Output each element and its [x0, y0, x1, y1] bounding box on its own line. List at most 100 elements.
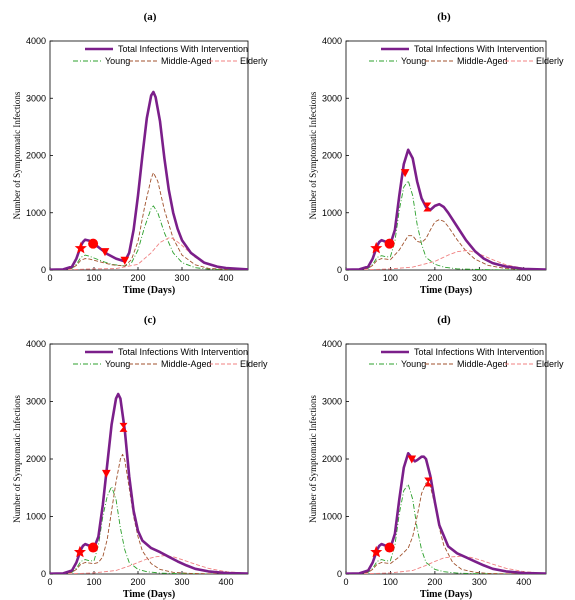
- y-axis-label: Number of Symptomatic Infections: [12, 91, 22, 219]
- intervention-star-marker: [73, 545, 87, 558]
- x-axis-label: Time (Days): [123, 285, 175, 296]
- y-tick-label: 3000: [322, 93, 342, 103]
- intervention-star-marker: [74, 241, 87, 254]
- series-line-middle-aged: [346, 219, 546, 270]
- y-tick-label: 2000: [26, 151, 46, 161]
- legend-label-young: Young: [105, 359, 130, 369]
- x-tick-label: 300: [472, 273, 487, 283]
- y-tick-label: 4000: [26, 36, 46, 46]
- legend-label-elderly: Elderly: [536, 359, 564, 369]
- y-tick-label: 2000: [322, 454, 342, 464]
- legend: Total Infections With Intervention Young M…: [369, 347, 564, 369]
- y-tick-label: 3000: [322, 397, 342, 407]
- intervention-circle-marker: [88, 542, 99, 553]
- y-tick-label: 1000: [322, 208, 342, 218]
- panel-title: (b): [437, 11, 451, 23]
- x-tick-label: 300: [472, 577, 487, 587]
- x-axis-label: Time (Days): [420, 589, 472, 600]
- series-line-total-infections-with-intervention: [346, 148, 546, 270]
- y-tick-label: 4000: [322, 36, 342, 46]
- chart-panel: (b) 0 1000 2000 3000 4000 0 100 200 300 400 Time (D…: [308, 11, 564, 296]
- y-tick-label: 4000: [26, 339, 46, 349]
- x-axis-label: Time (Days): [123, 589, 175, 600]
- x-tick-label: 400: [516, 273, 531, 283]
- x-tick-label: 200: [130, 577, 145, 587]
- x-tick-label: 0: [47, 273, 52, 283]
- intervention-circle-marker: [88, 238, 99, 249]
- legend-label-middle-aged: Middle-Aged: [161, 56, 212, 66]
- y-tick-label: 1000: [26, 512, 46, 522]
- series-line-elderly: [346, 555, 546, 574]
- x-tick-label: 0: [343, 577, 348, 587]
- plot-frame: [49, 343, 249, 575]
- series-line-elderly: [50, 555, 248, 574]
- x-tick-label: 100: [86, 577, 101, 587]
- legend-label-middle-aged: Middle-Aged: [457, 56, 508, 66]
- intervention-circle-marker: [384, 238, 395, 249]
- y-tick-label: 3000: [26, 397, 46, 407]
- x-axis-label: Time (Days): [420, 285, 472, 296]
- series-line-elderly: [346, 250, 546, 270]
- legend: Total Infections With Intervention Young M…: [369, 44, 564, 66]
- x-tick-label: 200: [427, 273, 442, 283]
- legend-label-middle-aged: Middle-Aged: [457, 359, 508, 369]
- series-line-middle-aged: [50, 453, 248, 574]
- series-line-young: [50, 205, 248, 270]
- intervention-circle-marker: [384, 542, 395, 553]
- series-line-young: [346, 483, 546, 574]
- panel-title: (a): [144, 11, 157, 23]
- x-tick-label: 300: [174, 577, 189, 587]
- y-tick-label: 4000: [322, 339, 342, 349]
- y-tick-label: 0: [41, 569, 46, 579]
- intervention-triangle-marker: [400, 169, 410, 178]
- legend: Total Infections With Intervention Young M…: [73, 44, 268, 66]
- x-tick-label: 300: [174, 273, 189, 283]
- intervention-triangle-marker: [407, 455, 417, 464]
- legend-label-total: Total Infections With Intervention: [414, 347, 544, 357]
- legend: Total Infections With Intervention Young M…: [73, 347, 268, 369]
- legend-label-elderly: Elderly: [536, 56, 564, 66]
- intervention-triangle-marker: [120, 256, 130, 265]
- series-line-total-infections-with-intervention: [50, 90, 248, 270]
- series-line-middle-aged: [346, 481, 546, 574]
- legend-label-total: Total Infections With Intervention: [118, 347, 248, 357]
- y-tick-label: 2000: [322, 151, 342, 161]
- chart-panel: (c) 0 1000 2000 3000 4000 0 100 200 300 400 Time (D…: [12, 314, 268, 600]
- x-tick-label: 100: [86, 273, 101, 283]
- x-tick-label: 0: [343, 273, 348, 283]
- x-tick-label: 400: [516, 577, 531, 587]
- y-tick-label: 3000: [26, 93, 46, 103]
- series-line-middle-aged: [50, 172, 248, 270]
- x-tick-label: 100: [383, 273, 398, 283]
- x-tick-label: 400: [218, 577, 233, 587]
- series-line-elderly: [50, 237, 248, 270]
- chart-panel: (a) 0 1000 2000 3000 4000 0 100 200 300 400 Time (D…: [12, 11, 268, 296]
- y-axis-label: Number of Symptomatic Infections: [308, 395, 318, 523]
- x-tick-label: 200: [130, 273, 145, 283]
- intervention-star-marker: [370, 241, 383, 254]
- legend-label-elderly: Elderly: [240, 56, 268, 66]
- intervention-hourglass-marker: [423, 202, 432, 212]
- series-line-total-infections-with-intervention: [50, 392, 248, 574]
- y-tick-label: 0: [41, 265, 46, 275]
- intervention-star-marker: [370, 545, 383, 558]
- intervention-hourglass-marker: [424, 477, 433, 487]
- panel-title: (c): [144, 314, 157, 326]
- legend-label-young: Young: [401, 359, 426, 369]
- y-tick-label: 1000: [322, 512, 342, 522]
- intervention-triangle-marker: [101, 469, 111, 478]
- y-tick-label: 0: [337, 265, 342, 275]
- y-axis-label: Number of Symptomatic Infections: [12, 395, 22, 523]
- y-tick-label: 0: [337, 569, 342, 579]
- series-line-young: [50, 486, 248, 574]
- legend-label-young: Young: [105, 56, 130, 66]
- x-tick-label: 100: [383, 577, 398, 587]
- x-tick-label: 0: [47, 577, 52, 587]
- panel-title: (d): [437, 314, 451, 326]
- chart-panel: (d) 0 1000 2000 3000 4000 0 100 200 300 400 Time (D…: [308, 314, 564, 600]
- plot-frame: [49, 40, 249, 271]
- plot-frame: [345, 40, 547, 271]
- y-tick-label: 1000: [26, 208, 46, 218]
- y-axis-label: Number of Symptomatic Infections: [308, 91, 318, 219]
